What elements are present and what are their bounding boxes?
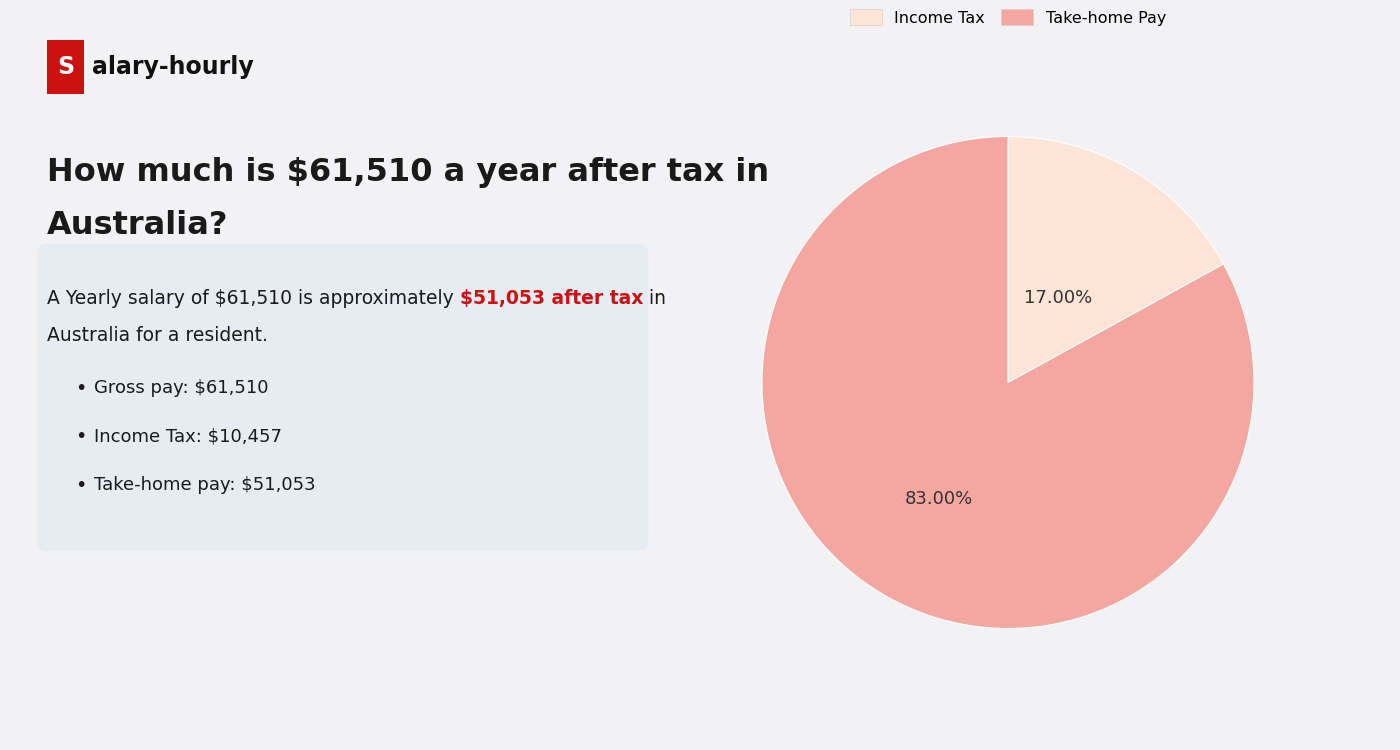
FancyBboxPatch shape <box>48 40 84 94</box>
Text: 17.00%: 17.00% <box>1023 289 1092 307</box>
Text: alary-hourly: alary-hourly <box>92 55 253 79</box>
Text: Gross pay: $61,510: Gross pay: $61,510 <box>94 379 269 397</box>
Text: in: in <box>643 289 666 308</box>
Text: Australia?: Australia? <box>48 210 228 241</box>
Text: •: • <box>76 379 87 398</box>
Wedge shape <box>1008 136 1224 382</box>
Text: $51,053 after tax: $51,053 after tax <box>459 289 643 308</box>
Text: Take-home pay: $51,053: Take-home pay: $51,053 <box>94 476 316 494</box>
Text: S: S <box>57 55 74 79</box>
Wedge shape <box>762 136 1254 628</box>
Legend: Income Tax, Take-home Pay: Income Tax, Take-home Pay <box>843 3 1173 32</box>
Text: •: • <box>76 427 87 446</box>
Text: A Yearly salary of $61,510 is approximately: A Yearly salary of $61,510 is approximat… <box>48 289 459 308</box>
Text: Income Tax: $10,457: Income Tax: $10,457 <box>94 427 281 445</box>
Text: •: • <box>76 476 87 495</box>
Text: Australia for a resident.: Australia for a resident. <box>48 326 267 345</box>
Text: 83.00%: 83.00% <box>904 490 973 508</box>
Text: How much is $61,510 a year after tax in: How much is $61,510 a year after tax in <box>48 158 769 188</box>
FancyBboxPatch shape <box>36 244 648 551</box>
